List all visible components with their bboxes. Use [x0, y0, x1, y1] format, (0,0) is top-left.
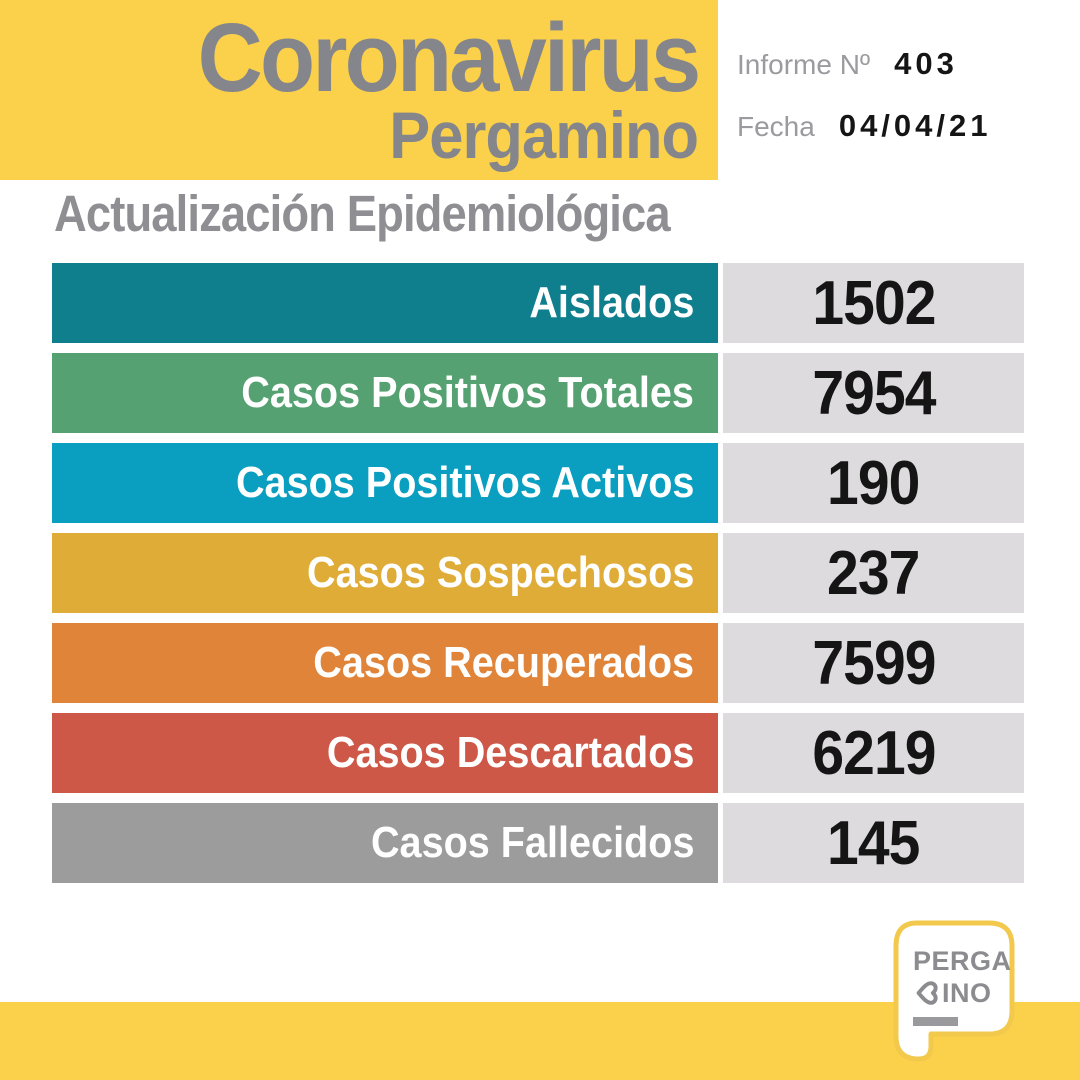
category-label: Casos Fallecidos [370, 818, 694, 867]
value-cell: 145 [723, 803, 1024, 883]
logo-line2-text: INO [942, 977, 992, 1008]
report-info: Informe Nº 403 Fecha 04/04/21 [737, 46, 992, 170]
category-bar: Aislados [52, 263, 718, 343]
report-date-value: 04/04/21 [838, 108, 992, 143]
value-cell: 237 [723, 533, 1024, 613]
category-bar: Casos Fallecidos [52, 803, 718, 883]
pergamino-logo: PERGA INO [892, 920, 1016, 1062]
logo-text: PERGA INO [913, 948, 1012, 1026]
table-row: Casos Descartados 6219 [52, 713, 1024, 793]
logo-line1: PERGA [913, 946, 1012, 976]
page-title: Coronavirus [197, 3, 700, 112]
table-row: Casos Sospechosos 237 [52, 533, 1024, 613]
value-text: 7954 [811, 358, 936, 428]
value-text: 6219 [811, 718, 936, 788]
value-cell: 6219 [723, 713, 1024, 793]
logo-line2: INO [913, 979, 1012, 1007]
value-text: 190 [827, 448, 920, 518]
report-number-value: 403 [894, 46, 958, 81]
category-label: Casos Sospechosos [306, 548, 694, 597]
section-title: Actualización Epidemiológica [54, 185, 671, 242]
value-text: 237 [827, 538, 920, 608]
category-label: Casos Positivos Activos [235, 458, 694, 507]
category-bar: Casos Sospechosos [52, 533, 718, 613]
category-bar: Casos Descartados [52, 713, 718, 793]
heart-icon [916, 981, 938, 1005]
header-band: Coronavirus Pergamino [0, 0, 718, 180]
value-text: 7599 [811, 628, 936, 698]
report-date-row: Fecha 04/04/21 [737, 108, 992, 144]
category-bar: Casos Recuperados [52, 623, 718, 703]
category-label: Aislados [528, 278, 694, 327]
report-number-label: Informe Nº [737, 49, 871, 80]
category-label: Casos Descartados [326, 728, 694, 777]
logo-underline [913, 1017, 958, 1026]
table-row: Casos Positivos Activos 190 [52, 443, 1024, 523]
value-text: 145 [827, 808, 920, 878]
value-cell: 190 [723, 443, 1024, 523]
report-date-label: Fecha [737, 111, 815, 142]
value-cell: 1502 [723, 263, 1024, 343]
value-text: 1502 [811, 268, 936, 338]
table-row: Aislados 1502 [52, 263, 1024, 343]
table-row: Casos Recuperados 7599 [52, 623, 1024, 703]
table-row: Casos Positivos Totales 7954 [52, 353, 1024, 433]
value-cell: 7954 [723, 353, 1024, 433]
page-subtitle: Pergamino [389, 98, 699, 173]
value-cell: 7599 [723, 623, 1024, 703]
category-label: Casos Positivos Totales [241, 368, 694, 417]
category-bar: Casos Positivos Totales [52, 353, 718, 433]
report-number-row: Informe Nº 403 [737, 46, 992, 82]
table-row: Casos Fallecidos 145 [52, 803, 1024, 883]
category-label: Casos Recuperados [313, 638, 694, 687]
category-bar: Casos Positivos Activos [52, 443, 718, 523]
stats-table: Aislados 1502 Casos Positivos Totales 7954 C… [52, 263, 1024, 883]
